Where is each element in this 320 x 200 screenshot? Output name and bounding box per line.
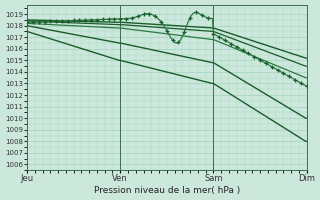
X-axis label: Pression niveau de la mer( hPa ): Pression niveau de la mer( hPa ) <box>94 186 240 195</box>
